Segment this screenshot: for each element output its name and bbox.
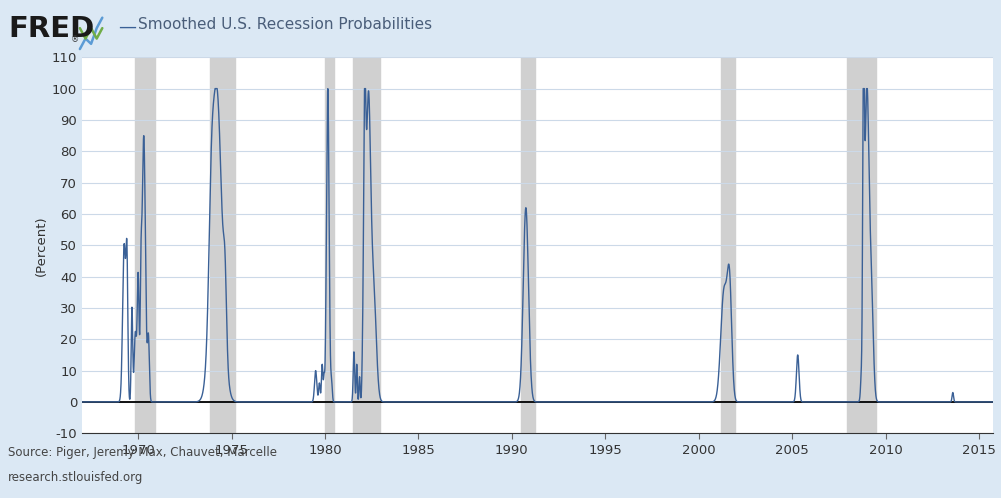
Bar <box>522 57 536 433</box>
Bar <box>353 57 379 433</box>
Text: Smoothed U.S. Recession Probabilities: Smoothed U.S. Recession Probabilities <box>138 17 432 32</box>
Bar <box>325 57 334 433</box>
Text: ®: ® <box>71 35 79 44</box>
Text: research.stlouisfed.org: research.stlouisfed.org <box>8 471 143 484</box>
Text: Source: Piger, Jeremy Max, Chauvet, Marcelle: Source: Piger, Jeremy Max, Chauvet, Marc… <box>8 446 277 459</box>
Text: FRED: FRED <box>8 15 94 43</box>
Y-axis label: (Percent): (Percent) <box>35 215 48 275</box>
Text: —: — <box>118 17 136 35</box>
Bar <box>209 57 235 433</box>
Bar <box>135 57 155 433</box>
Bar <box>721 57 735 433</box>
Bar <box>847 57 876 433</box>
